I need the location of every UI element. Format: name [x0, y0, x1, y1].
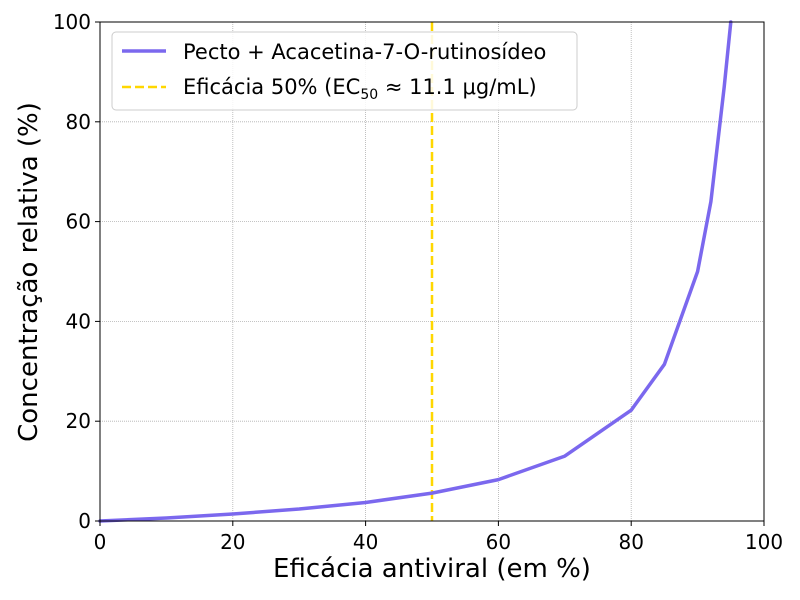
legend-label-reference: Eficácia 50% (EC50 ≈ 11.1 μg/mL) [183, 75, 537, 103]
x-tick-label: 0 [94, 530, 107, 554]
x-tick-label: 60 [486, 530, 511, 554]
y-tick-label: 20 [66, 409, 91, 433]
y-tick-label: 80 [66, 110, 91, 134]
y-tick-label: 60 [66, 210, 91, 234]
legend-label-series: Pecto + Acacetina-7-O-rutinosídeo [183, 40, 546, 64]
legend: Pecto + Acacetina-7-O-rutinosídeo Eficác… [111, 31, 578, 111]
x-tick-label: 100 [745, 530, 783, 554]
x-tick-label: 40 [353, 530, 378, 554]
y-axis-label: Concentração relativa (%) [14, 102, 44, 442]
legend-box [111, 31, 578, 111]
y-tick-label: 40 [66, 309, 91, 333]
plot-frame [99, 21, 765, 522]
x-tick-label: 80 [618, 530, 643, 554]
axis-ticks: 0 20 40 60 80 100 0 20 40 60 80 100 [53, 10, 783, 554]
y-tick-label: 0 [78, 509, 91, 533]
x-axis-label: Eficácia antiviral (em %) [273, 554, 591, 584]
series-line-0 [98, 20, 733, 523]
y-tick-label: 100 [53, 10, 91, 34]
x-tick-label: 20 [220, 530, 245, 554]
